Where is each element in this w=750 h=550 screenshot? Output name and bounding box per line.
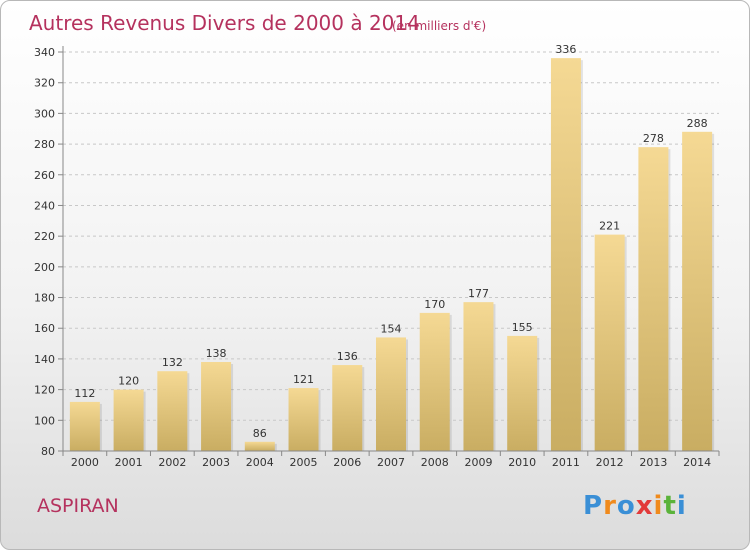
data-label: 154 <box>381 322 402 335</box>
y-tick-label: 240 <box>34 199 55 212</box>
data-label: 288 <box>687 117 708 130</box>
x-tick-label: 2013 <box>639 456 667 469</box>
logo-letter: x <box>635 491 654 521</box>
bar <box>463 302 494 451</box>
data-label: 177 <box>468 287 489 300</box>
data-label: 221 <box>599 220 620 233</box>
bar <box>682 131 713 452</box>
x-tick-label: 2008 <box>421 456 449 469</box>
y-tick-label: 320 <box>34 77 55 90</box>
data-label: 132 <box>162 356 183 369</box>
y-tick-label: 200 <box>34 261 55 274</box>
y-tick-label: 220 <box>34 230 55 243</box>
logo-letter: t <box>663 491 677 521</box>
data-label: 120 <box>118 375 139 388</box>
x-axis-ticks: 2000 2001 2002 2003 2004 2005 2006 2007 2008 2009… <box>62 451 720 469</box>
chart-subtitle: (en milliers d'€) <box>392 19 486 33</box>
bar <box>507 335 538 451</box>
x-tick-label: 2012 <box>596 456 624 469</box>
y-tick-label: 340 <box>34 46 55 59</box>
x-tick-label: 2010 <box>508 456 536 469</box>
x-tick-label: 2004 <box>246 456 274 469</box>
bar <box>550 58 581 452</box>
x-tick-label: 2011 <box>552 456 580 469</box>
bar <box>594 234 625 451</box>
data-label: 121 <box>293 373 314 386</box>
y-tick-label: 260 <box>34 169 55 182</box>
data-label: 278 <box>643 132 664 145</box>
x-tick-label: 2005 <box>290 456 318 469</box>
x-tick-label: 2002 <box>158 456 186 469</box>
y-tick-label: 280 <box>34 138 55 151</box>
proxiti-logo: Proxiti <box>583 491 687 521</box>
data-label: 112 <box>74 387 95 400</box>
data-label: 170 <box>424 298 445 311</box>
bars-group: 112 120 132 138 86 121 136 154 170 177 155 336 221 27… <box>69 43 715 452</box>
data-label: 336 <box>555 43 576 56</box>
x-tick-label: 2007 <box>377 456 405 469</box>
y-tick-label: 140 <box>34 353 55 366</box>
x-tick-label: 2014 <box>683 456 711 469</box>
bar <box>69 401 100 451</box>
data-label: 86 <box>253 427 267 440</box>
bar <box>288 388 319 451</box>
chart-title: Autres Revenus Divers de 2000 à 2014 <box>29 11 420 35</box>
data-label: 138 <box>206 347 227 360</box>
y-tick-label: 300 <box>34 107 55 120</box>
x-tick-label: 2000 <box>71 456 99 469</box>
bar <box>157 371 188 451</box>
y-tick-label: 180 <box>34 292 55 305</box>
y-tick-label: 80 <box>41 445 55 458</box>
y-tick-label: 120 <box>34 384 55 397</box>
logo-letter: i <box>653 491 664 521</box>
bar <box>113 389 144 451</box>
bar <box>201 361 232 451</box>
logo-letter: r <box>603 491 617 521</box>
logo-letter: P <box>583 491 604 521</box>
bar <box>332 365 363 451</box>
bar <box>419 312 450 451</box>
x-tick-label: 2001 <box>115 456 143 469</box>
x-tick-label: 2009 <box>464 456 492 469</box>
bar <box>638 147 669 451</box>
place-name: ASPIRAN <box>37 495 119 517</box>
data-label: 155 <box>512 321 533 334</box>
y-tick-label: 100 <box>34 414 55 427</box>
y-axis-ticks: 80 100 120 140 160 180 200 220 240 260 280 300 320 34… <box>34 46 63 458</box>
x-tick-label: 2006 <box>333 456 361 469</box>
logo-letter: i <box>676 491 687 521</box>
bar <box>244 441 275 451</box>
y-tick-label: 160 <box>34 322 55 335</box>
data-label: 136 <box>337 350 358 363</box>
logo-letter: o <box>616 491 636 521</box>
x-tick-label: 2003 <box>202 456 230 469</box>
bar <box>376 337 406 451</box>
